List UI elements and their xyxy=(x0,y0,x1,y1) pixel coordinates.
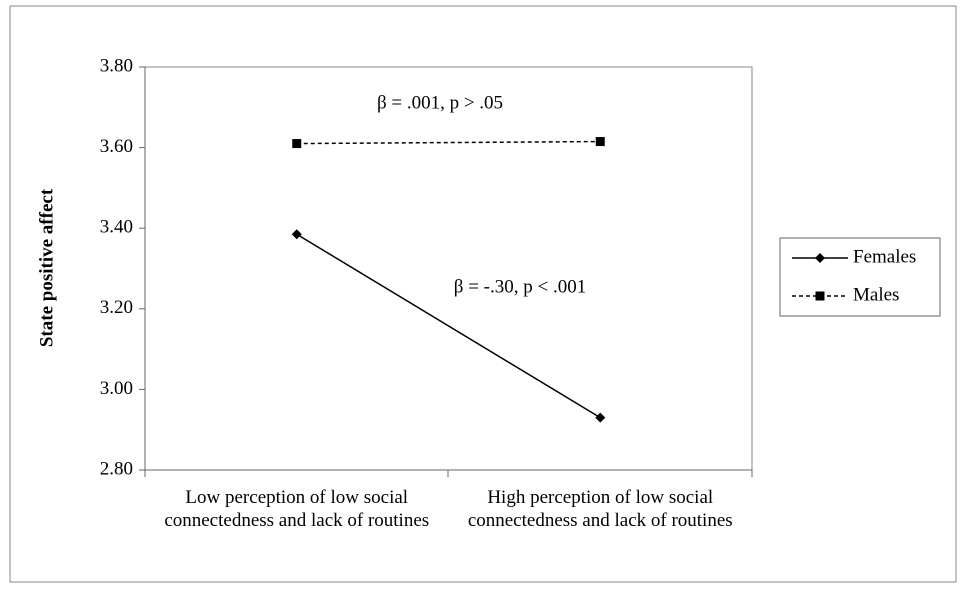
y-tick-label: 3.20 xyxy=(100,297,133,318)
y-tick-label: 2.80 xyxy=(100,458,133,479)
annotation: β = -.30, p < .001 xyxy=(454,276,586,297)
legend-box xyxy=(779,237,941,317)
legend-label: Females xyxy=(853,246,916,267)
y-axis-title: State positive affect xyxy=(36,188,57,347)
x-tick-label: Low perception of low social connectedne… xyxy=(164,487,430,531)
x-tick-label: High perception of low social connectedn… xyxy=(467,487,733,531)
marker xyxy=(595,412,606,423)
marker xyxy=(292,139,302,149)
legend-label: Males xyxy=(853,284,899,305)
y-tick-label: 3.80 xyxy=(100,55,133,76)
chart-border xyxy=(9,5,957,583)
marker xyxy=(595,137,605,147)
y-tick-label: 3.00 xyxy=(100,378,133,399)
plot-border xyxy=(144,66,753,471)
annotation: β = .001, p > .05 xyxy=(377,92,503,113)
y-tick-label: 3.60 xyxy=(100,136,133,157)
legend-marker xyxy=(815,291,825,301)
series-line xyxy=(296,233,601,419)
legend-marker xyxy=(815,253,825,263)
y-tick-label: 3.40 xyxy=(100,217,133,238)
marker xyxy=(291,229,302,240)
series-line xyxy=(296,140,601,145)
